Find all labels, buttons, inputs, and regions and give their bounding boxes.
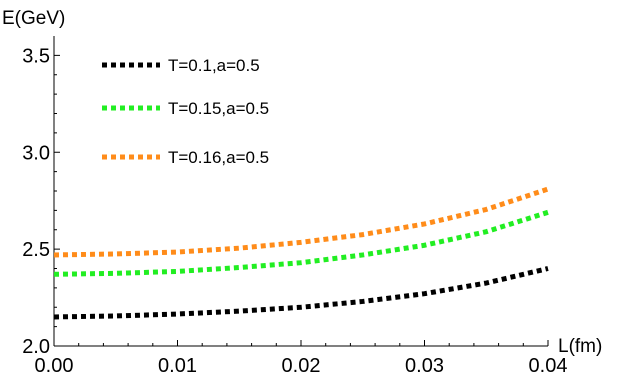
series-layer [53, 186, 549, 320]
legend: T=0.1,a=0.5 T=0.15,a=0.5 T=0.16,a=0.5 [102, 56, 269, 167]
x-tick-label: 0.02 [282, 355, 321, 377]
legend-label-3: T=0.16,a=0.5 [168, 148, 269, 167]
series-line-1 [53, 266, 549, 320]
legend-label-2: T=0.15,a=0.5 [168, 99, 269, 118]
x-tick-label: 0.00 [35, 355, 74, 377]
x-axis-label: L(fm) [558, 336, 602, 357]
y-tick-label: 3.0 [22, 142, 50, 164]
x-tick-label: 0.01 [158, 355, 197, 377]
x-tick-label: 0.03 [405, 355, 444, 377]
y-ticks: 2.0 2.5 3.0 3.5 [22, 45, 60, 358]
series-line-2 [53, 209, 549, 277]
y-tick-label: 3.5 [22, 45, 50, 67]
x-ticks: 0.00 0.01 0.02 0.03 0.04 [35, 340, 568, 377]
y-tick-label: 2.5 [22, 239, 50, 261]
series-line-3 [53, 186, 549, 258]
y-axis-label: E(GeV) [2, 8, 65, 29]
x-tick-label: 0.04 [529, 355, 568, 377]
axes: E(GeV) L(fm) [2, 8, 602, 357]
legend-label-1: T=0.1,a=0.5 [168, 56, 260, 75]
y-tick-label: 2.0 [22, 336, 50, 358]
